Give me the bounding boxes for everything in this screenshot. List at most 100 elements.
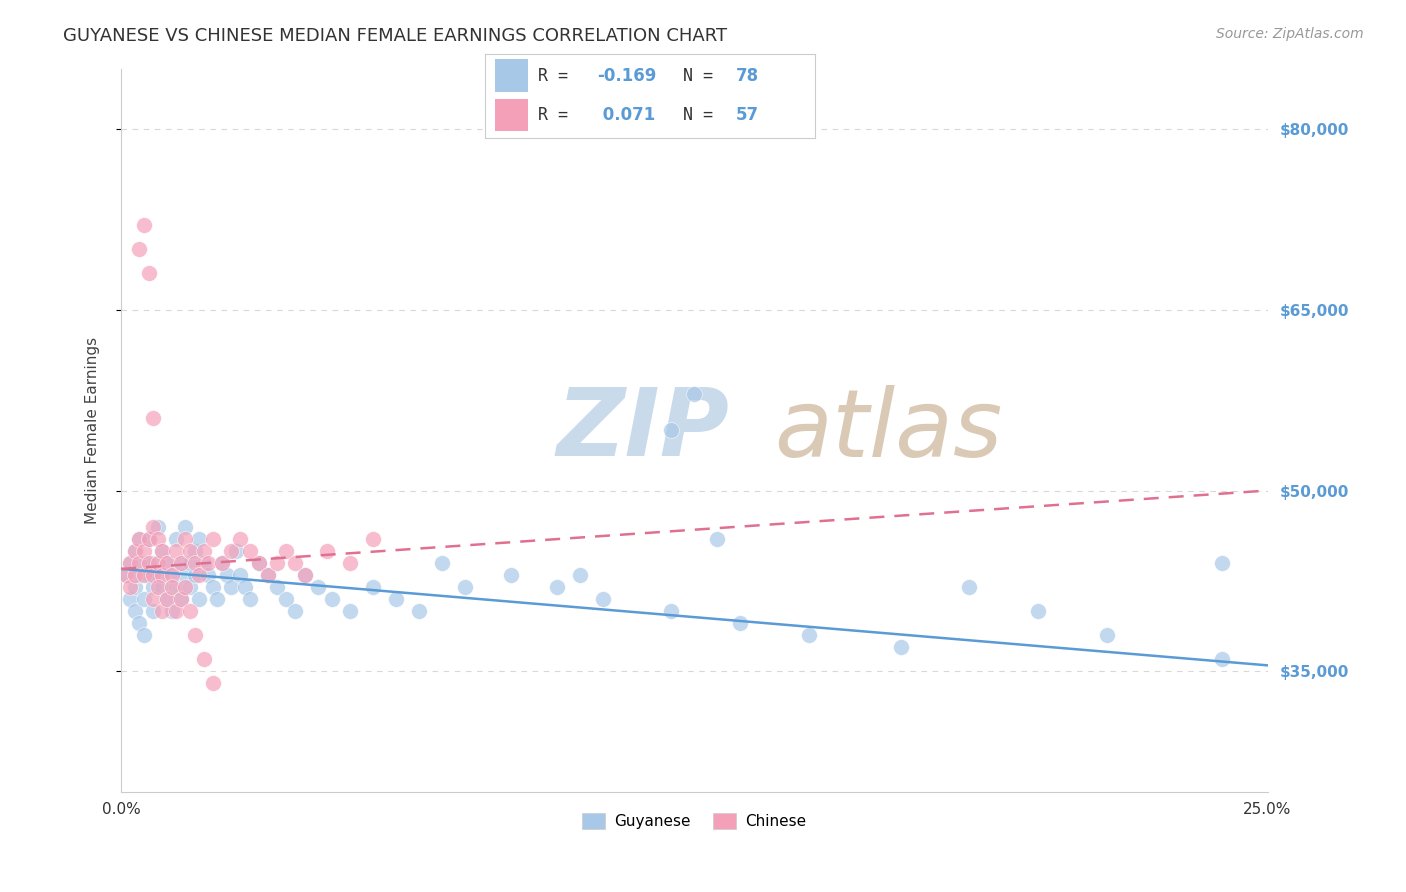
Point [363, 580, 385, 594]
Point [284, 556, 307, 570]
Point [728, 616, 751, 631]
Point [201, 676, 224, 690]
Point [142, 604, 165, 618]
Point [160, 568, 183, 582]
Point [385, 592, 408, 607]
Legend: Guyanese, Chinese: Guyanese, Chinese [576, 806, 813, 835]
Point [160, 580, 183, 594]
Text: 0.071: 0.071 [598, 106, 655, 124]
Point [183, 556, 205, 570]
Point [257, 568, 280, 582]
Point [183, 544, 205, 558]
Point [661, 423, 683, 437]
Point [179, 544, 201, 558]
Point [183, 568, 205, 582]
Bar [495, 60, 529, 92]
Point [120, 580, 142, 594]
Point [592, 592, 614, 607]
Point [142, 592, 165, 607]
Text: R =: R = [538, 106, 578, 124]
Text: N =: N = [683, 67, 723, 85]
Point [307, 580, 329, 594]
Point [266, 556, 288, 570]
Point [197, 556, 219, 570]
Point [132, 544, 155, 558]
Point [568, 568, 591, 582]
Point [132, 568, 155, 582]
Point [156, 592, 179, 607]
Point [146, 532, 169, 546]
Point [247, 556, 270, 570]
Point [165, 532, 187, 546]
Text: 57: 57 [737, 106, 759, 124]
Point [170, 592, 193, 607]
Point [179, 556, 201, 570]
Point [238, 544, 260, 558]
Point [193, 652, 215, 666]
Text: Source: ZipAtlas.com: Source: ZipAtlas.com [1216, 27, 1364, 41]
Point [138, 267, 160, 281]
Point [193, 544, 215, 558]
Point [294, 568, 316, 582]
Point [197, 568, 219, 582]
Point [120, 592, 142, 607]
Point [546, 580, 568, 594]
Point [174, 568, 197, 582]
Point [219, 544, 242, 558]
Point [146, 580, 169, 594]
Point [211, 556, 233, 570]
Point [219, 580, 242, 594]
Point [170, 592, 193, 607]
Point [152, 580, 174, 594]
Point [339, 604, 361, 618]
Point [454, 580, 477, 594]
Point [124, 580, 146, 594]
Point [124, 544, 146, 558]
Point [156, 592, 179, 607]
Point [138, 532, 160, 546]
Point [142, 568, 165, 582]
Point [156, 556, 179, 570]
Text: 78: 78 [737, 67, 759, 85]
Point [128, 243, 150, 257]
Point [132, 592, 155, 607]
Point [247, 556, 270, 570]
Point [152, 568, 174, 582]
Point [339, 556, 361, 570]
Point [132, 219, 155, 233]
Point [1211, 556, 1233, 570]
Text: -0.169: -0.169 [598, 67, 657, 85]
Point [160, 568, 183, 582]
Point [128, 532, 150, 546]
Point [1095, 628, 1118, 642]
Point [430, 556, 453, 570]
Point [165, 580, 187, 594]
Point [146, 556, 169, 570]
Point [142, 580, 165, 594]
Point [124, 568, 146, 582]
Point [152, 544, 174, 558]
Point [170, 556, 193, 570]
Point [146, 568, 169, 582]
Point [132, 628, 155, 642]
Point [128, 532, 150, 546]
Point [142, 411, 165, 425]
Point [188, 568, 211, 582]
Text: N =: N = [683, 106, 723, 124]
Point [132, 556, 155, 570]
Text: ZIP: ZIP [557, 384, 730, 476]
Point [128, 568, 150, 582]
Point [165, 604, 187, 618]
Point [294, 568, 316, 582]
Point [890, 640, 912, 655]
Point [408, 604, 430, 618]
Point [188, 532, 211, 546]
Point [233, 580, 256, 594]
Point [284, 604, 307, 618]
Y-axis label: Median Female Earnings: Median Female Earnings [86, 336, 100, 524]
Point [257, 568, 280, 582]
Bar [495, 99, 529, 131]
Point [152, 604, 174, 618]
Point [183, 628, 205, 642]
Point [266, 580, 288, 594]
